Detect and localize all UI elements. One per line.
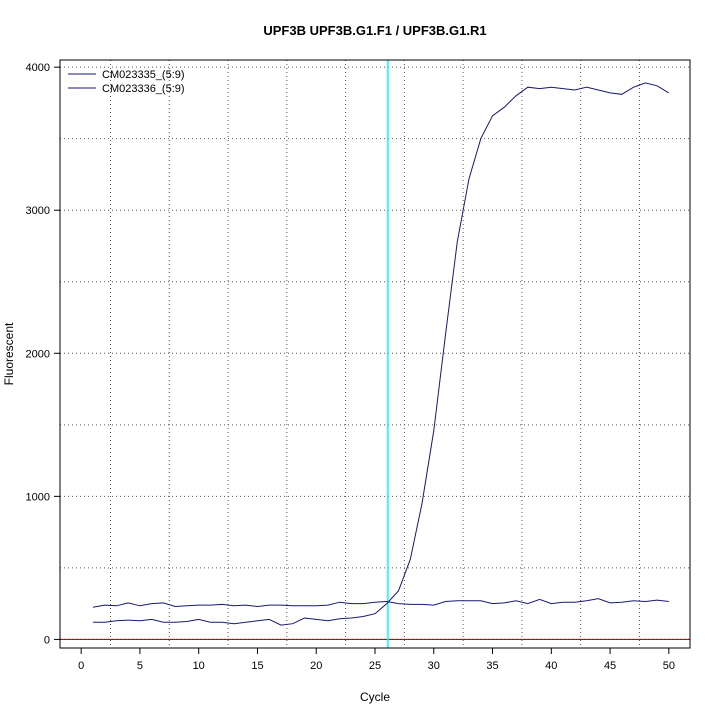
y-tick-label: 2000 xyxy=(26,348,50,360)
axis-layer: 0 5 10 15 20 25 30 35 40 45 50 0 1000 2000 3000 4000 xyxy=(26,62,675,672)
x-tick-label: 15 xyxy=(251,660,263,672)
series-line-2 xyxy=(92,82,670,626)
series-layer xyxy=(92,82,670,626)
x-tick-label: 40 xyxy=(545,660,557,672)
x-tick-label: 20 xyxy=(310,660,322,672)
chart-title: UPF3B UPF3B.G1.F1 / UPF3B.G1.R1 xyxy=(263,23,486,38)
x-axis-label: Cycle xyxy=(360,690,390,704)
y-axis-label: Fluorescent xyxy=(2,322,16,385)
y-tick-label: 1000 xyxy=(26,491,50,503)
x-tick-label: 10 xyxy=(193,660,205,672)
x-tick-label: 45 xyxy=(604,660,616,672)
legend: CM023335_(5:9) CM023336_(5:9) xyxy=(68,69,185,95)
reference-lines xyxy=(60,60,690,648)
legend-label: CM023335_(5:9) xyxy=(102,69,185,81)
x-tick-label: 0 xyxy=(78,660,84,672)
series-line-1 xyxy=(92,598,669,608)
legend-label: CM023336_(5:9) xyxy=(102,83,185,95)
x-tick-label: 35 xyxy=(486,660,498,672)
x-tick-label: 30 xyxy=(428,660,440,672)
grid-layer xyxy=(60,60,690,648)
y-tick-label: 0 xyxy=(44,634,50,646)
x-tick-label: 5 xyxy=(137,660,143,672)
y-tick-label: 3000 xyxy=(26,205,50,217)
y-tick-label: 4000 xyxy=(26,62,50,74)
x-tick-label: 25 xyxy=(369,660,381,672)
x-tick-label: 50 xyxy=(663,660,675,672)
